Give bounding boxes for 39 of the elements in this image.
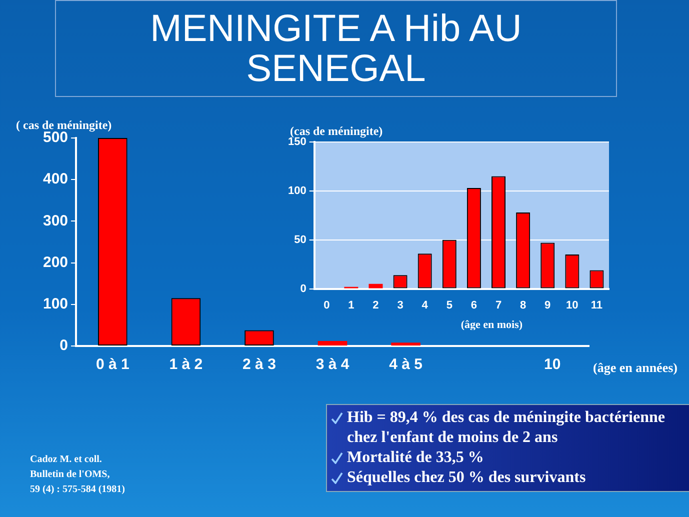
text: Mortalité de 33,5 % bbox=[347, 448, 484, 468]
text: Hib = 89,4 % des cas de méningite bactérienne chez l'enfant de moins de 2 ans bbox=[347, 408, 666, 448]
x-tick-label: 1 à 2 bbox=[169, 356, 203, 374]
x-axis-title: (âge en années) bbox=[593, 360, 678, 375]
text: Séquelles chez 50 % des survivants bbox=[347, 468, 586, 488]
y-tick-label: 400 bbox=[42, 170, 68, 188]
y-tick-label: 100 bbox=[288, 184, 306, 197]
x-tick-label: 8 bbox=[520, 299, 526, 312]
y-tick-label: 0 bbox=[60, 337, 68, 354]
y-tick-label: 500 bbox=[42, 129, 68, 146]
y-tick-label: 100 bbox=[42, 296, 68, 313]
x-tick-label: 4 à 5 bbox=[389, 356, 422, 374]
y-axis-title: ( cas de méningite) bbox=[16, 118, 112, 132]
x-tick-label: 3 à 4 bbox=[316, 356, 350, 374]
y-tick-label: 200 bbox=[42, 254, 68, 271]
bar bbox=[318, 341, 348, 346]
x-tick-label: 5 bbox=[446, 299, 452, 312]
x-tick-label: 6 bbox=[470, 299, 478, 312]
x-tick-label: 7 bbox=[495, 299, 502, 312]
x-tick-label: 1 bbox=[348, 299, 354, 312]
y-axis-title: (cas de méningite) bbox=[290, 124, 383, 138]
x-tick-label: 0 à 1 bbox=[96, 356, 130, 374]
x-tick-label: 0 bbox=[324, 299, 330, 312]
x-tick-label: 2 bbox=[372, 299, 379, 312]
chart-title: MENINGITE A Hib AU SENEGAL bbox=[55, 0, 617, 97]
y-tick-label: 50 bbox=[294, 234, 306, 246]
y-tick-label: 0 bbox=[300, 282, 306, 295]
x-tick-label: 11 bbox=[590, 299, 603, 312]
bar bbox=[391, 342, 420, 346]
x-tick-label: 4 bbox=[422, 299, 429, 312]
x-tick-label: 10 bbox=[544, 356, 561, 374]
x-tick-label: 3 bbox=[397, 299, 404, 312]
x-tick-label: 10 bbox=[566, 299, 578, 312]
x-tick-label: 9 bbox=[544, 299, 551, 312]
y-tick-label: 300 bbox=[42, 212, 68, 230]
x-tick-label: 2 à 3 bbox=[242, 356, 276, 374]
y-tick-label: 150 bbox=[288, 136, 306, 148]
text: Cadoz M. et coll. Bulletin de l'OMS, 59 (4) : 575-584 (1981) bbox=[30, 453, 125, 497]
bar bbox=[368, 284, 383, 288]
